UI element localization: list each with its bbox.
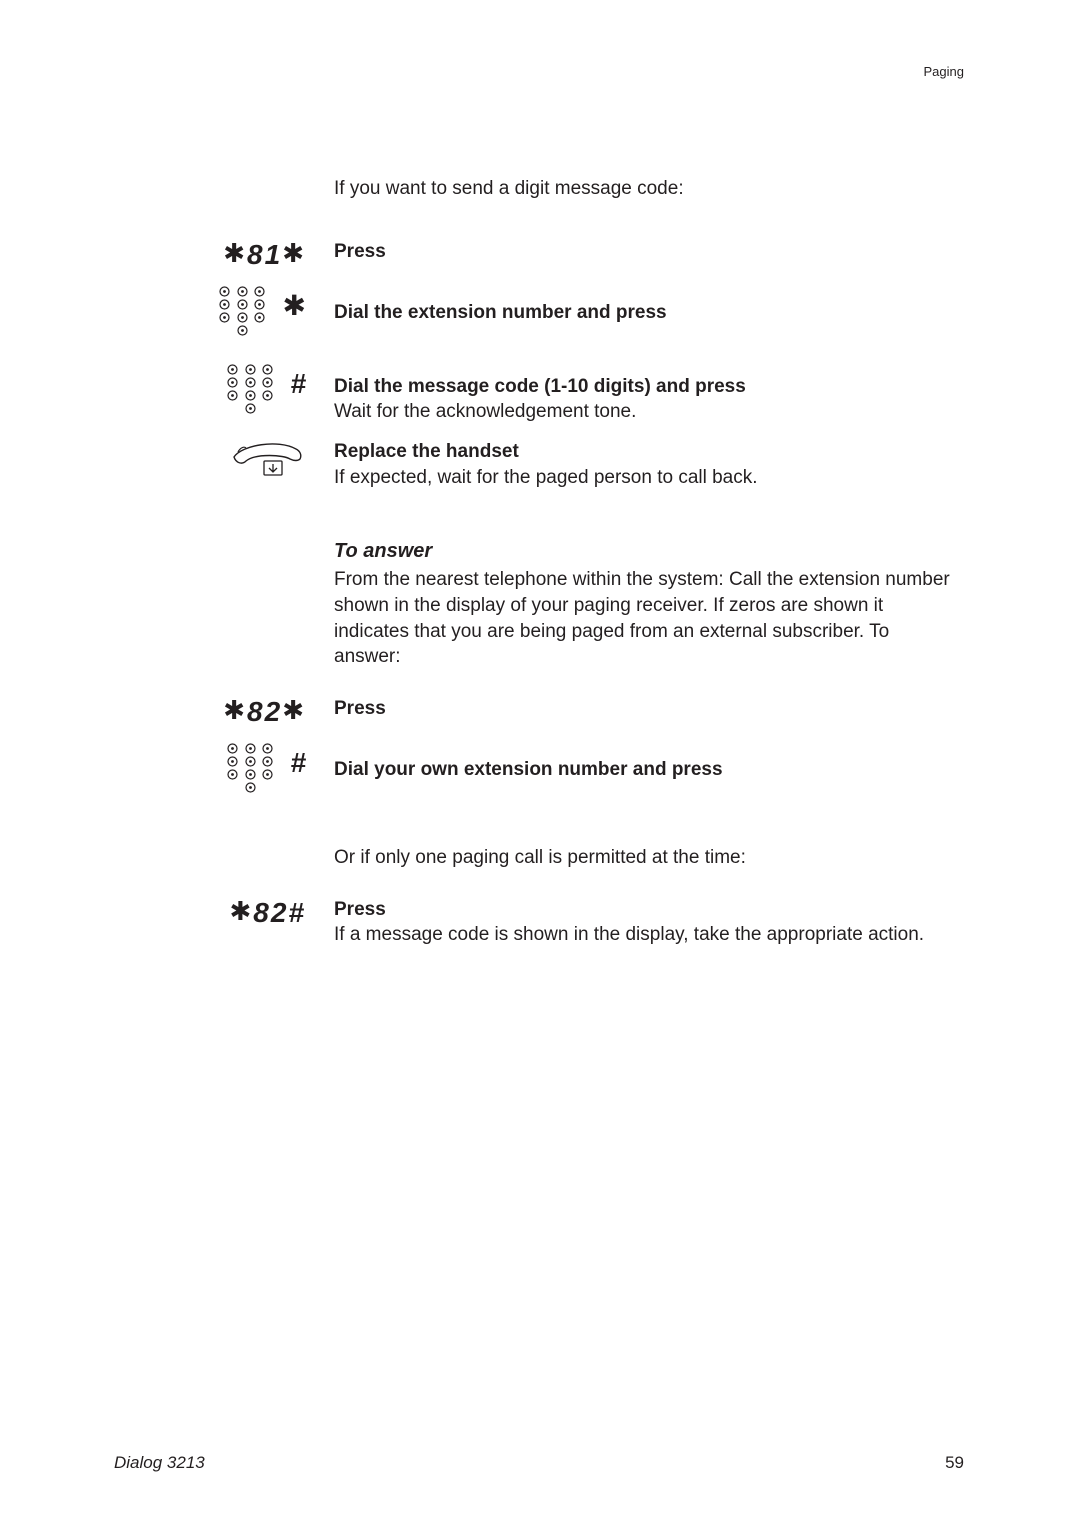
star-icon: ✱ [223, 695, 247, 726]
step4-sub: If expected, wait for the paged person t… [334, 465, 954, 491]
dial-code-3: ✱82# [229, 897, 306, 928]
star-icon: ✱ [282, 238, 306, 269]
footer-model: Dialog 3213 [114, 1453, 205, 1473]
step7-sub: If a message code is shown in the displa… [334, 922, 954, 948]
answer-title: To answer [334, 540, 954, 563]
intro-text-2: Or if only one paging call is permitted … [334, 845, 954, 871]
step7-label: Press [334, 897, 954, 923]
step3-label: Dial the message code (1-10 digits) and … [334, 374, 954, 400]
keypad-icon [226, 760, 284, 777]
content-area: If you want to send a digit message code… [0, 176, 1080, 952]
star-icon: ✱ [282, 695, 306, 726]
dial-code-2: ✱82✱ [223, 696, 306, 727]
keypad-icon [218, 303, 276, 320]
star-icon: ✱ [223, 238, 247, 269]
hash-icon: # [290, 747, 306, 779]
hash-icon: # [290, 368, 306, 400]
answer-body: From the nearest telephone within the sy… [334, 567, 954, 670]
header-section: Paging [924, 64, 964, 79]
step1-label: Press [334, 239, 954, 265]
star-icon: ✱ [283, 289, 306, 322]
step3-sub: Wait for the acknowledgement tone. [334, 399, 954, 425]
dial-code-1: ✱81✱ [223, 239, 306, 270]
step4-label: Replace the handset [334, 439, 954, 465]
keypad-icon [226, 381, 284, 398]
step5-label: Press [334, 696, 954, 722]
page-number: 59 [945, 1453, 964, 1473]
step6-label: Dial your own extension number and press [334, 757, 954, 783]
star-icon: ✱ [229, 896, 253, 927]
intro-text-1: If you want to send a digit message code… [334, 176, 954, 203]
hash-icon: # [288, 897, 306, 928]
step2-label: Dial the extension number and press [334, 300, 954, 326]
handset-icon [228, 439, 306, 484]
